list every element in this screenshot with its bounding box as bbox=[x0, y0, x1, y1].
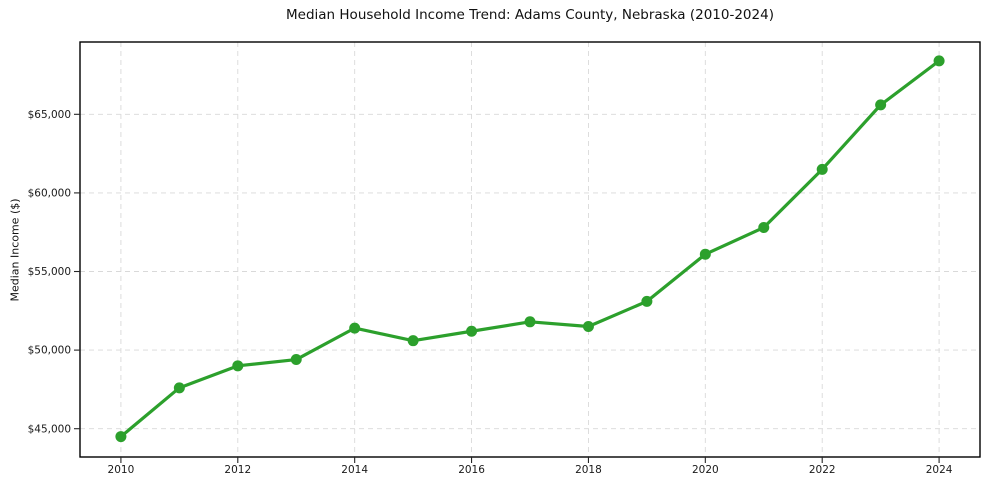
y-tick-label: $45,000 bbox=[28, 423, 71, 435]
data-point-2011 bbox=[173, 382, 185, 394]
x-tick-label: 2016 bbox=[458, 464, 485, 476]
y-tick-label: $65,000 bbox=[28, 109, 71, 121]
data-point-2022 bbox=[816, 163, 828, 175]
x-tick-label: 2018 bbox=[575, 464, 602, 476]
data-point-2012 bbox=[232, 360, 244, 372]
x-tick-label: 2012 bbox=[224, 464, 251, 476]
data-point-2013 bbox=[290, 354, 302, 366]
data-point-2014 bbox=[349, 322, 361, 334]
plot-border bbox=[79, 41, 981, 458]
data-point-2017 bbox=[524, 316, 536, 328]
x-tick-label: 2022 bbox=[809, 464, 836, 476]
data-point-2018 bbox=[582, 321, 594, 333]
data-point-2023 bbox=[875, 99, 887, 111]
x-tick-label: 2010 bbox=[108, 464, 135, 476]
x-tick-label: 2014 bbox=[341, 464, 368, 476]
data-point-2024 bbox=[933, 55, 945, 67]
data-point-2015 bbox=[407, 335, 419, 347]
data-point-2021 bbox=[758, 221, 770, 233]
chart-title: Median Household Income Trend: Adams Cou… bbox=[286, 7, 774, 23]
data-point-2016 bbox=[466, 325, 478, 337]
y-tick-label: $60,000 bbox=[28, 187, 71, 199]
y-tick-label: $55,000 bbox=[28, 266, 71, 278]
data-point-2010 bbox=[115, 431, 127, 443]
x-tick-label: 2024 bbox=[926, 464, 953, 476]
data-point-2020 bbox=[699, 248, 711, 260]
x-tick-label: 2020 bbox=[692, 464, 719, 476]
data-point-2019 bbox=[641, 295, 653, 307]
y-tick-label: $50,000 bbox=[28, 345, 71, 357]
trend-line bbox=[119, 59, 941, 439]
